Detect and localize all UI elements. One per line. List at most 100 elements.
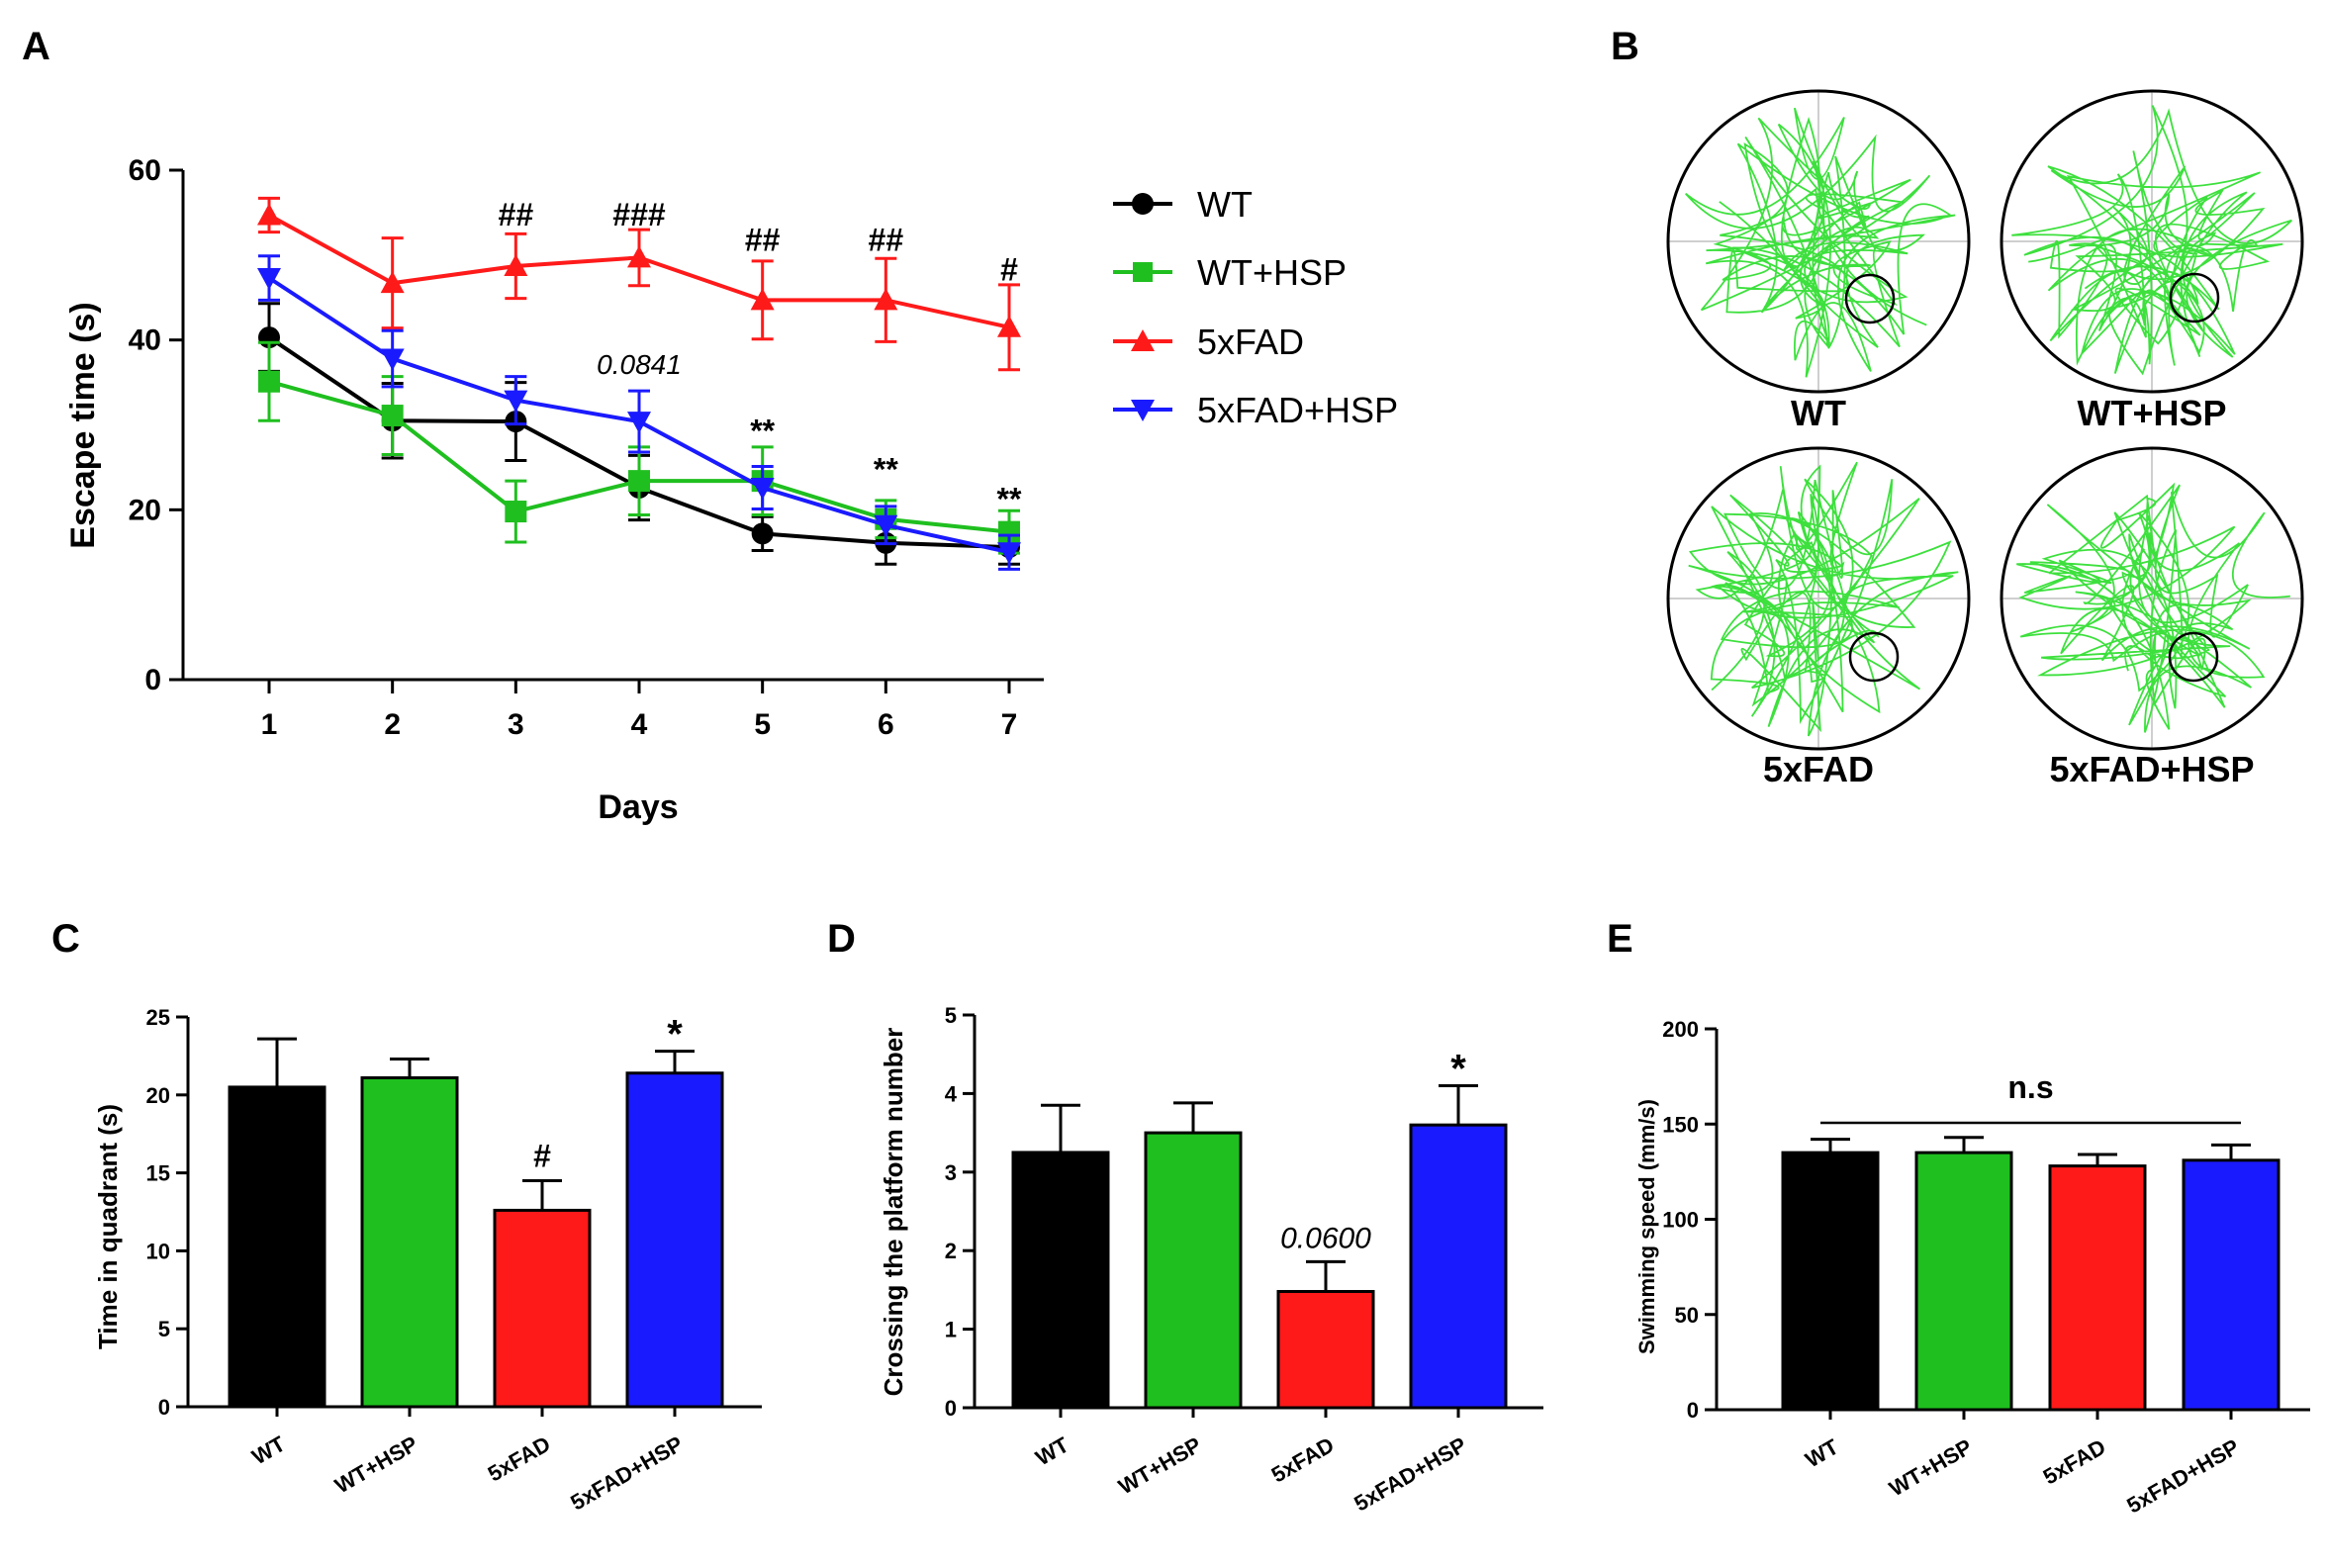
x-tick-label-5xfad-hsp: 5xFAD+HSP: [2122, 1434, 2243, 1519]
y-tick-label-c: 10: [146, 1239, 170, 1263]
y-tick-label-d: 1: [945, 1318, 957, 1342]
y-tick-label-e: 200: [1662, 1017, 1699, 1042]
x-tick-label-wt: WT: [1031, 1431, 1073, 1470]
annotation-a: **: [874, 451, 898, 487]
annotation-d: *: [1450, 1047, 1466, 1090]
annotation-a: #: [1000, 252, 1018, 288]
panel-label-c: C: [51, 917, 80, 961]
y-tick-label-a: 20: [129, 494, 161, 526]
x-tick-label-wt-hsp: WT+HSP: [330, 1431, 421, 1499]
legend-marker-5xfad: [1131, 329, 1155, 351]
bar-5xfad: [1276, 1289, 1375, 1410]
bar-wt-hsp: [360, 1075, 459, 1409]
y-tick-label-a: 60: [129, 154, 161, 187]
legend-label-wt: WT: [1197, 184, 1253, 225]
legend-label-5xfad-hsp: 5xFAD+HSP: [1197, 390, 1398, 430]
point-5xfad: [627, 245, 651, 268]
bar-chart-c: Time in quadrant (s) 0 5 10 15 20 25 WT WT+HSP 5…: [93, 1005, 762, 1516]
bar-5xfad-hsp: [625, 1071, 724, 1409]
maze-4: [2000, 446, 2304, 751]
x-tick-label-a: 4: [631, 708, 648, 741]
bar-wt: [1781, 1151, 1880, 1412]
swim-path: [1688, 461, 1959, 737]
legend-marker-wt-hsp: [1133, 262, 1153, 282]
bar-wt-hsp: [1144, 1131, 1243, 1410]
y-tick-label-e: 50: [1675, 1303, 1699, 1328]
y-tick-label-d: 3: [945, 1160, 957, 1185]
maze-3: [1666, 446, 1971, 751]
bar-5xfad-hsp: [1409, 1123, 1508, 1410]
legend-label-5xfad: 5xFAD: [1197, 322, 1304, 362]
x-tick-label-wt-hsp: WT+HSP: [1885, 1434, 1976, 1502]
panel-label-a: A: [22, 25, 50, 68]
panel-label-e: E: [1607, 917, 1633, 961]
x-tick-label-wt: WT: [247, 1430, 290, 1469]
y-tick-label-c: 25: [146, 1005, 170, 1030]
point-wt-hsp: [628, 470, 650, 493]
bar-wt: [228, 1085, 326, 1409]
x-tick-label-5xfad-hsp: 5xFAD+HSP: [566, 1431, 687, 1516]
y-tick-label-e: 100: [1662, 1208, 1699, 1233]
maze-2: [2000, 89, 2304, 394]
point-wt: [751, 522, 774, 545]
annotation-e: n.s: [2007, 1069, 2053, 1105]
point-5xfad-hsp: [380, 348, 405, 371]
x-tick-label-a: 7: [1001, 708, 1018, 741]
legend-marker-5xfad-hsp: [1131, 400, 1155, 421]
bar-wt-hsp: [1914, 1151, 2013, 1412]
bar-wt: [1011, 1151, 1110, 1410]
y-tick-label-d: 0: [945, 1396, 957, 1421]
y-axis-title-c: Time in quadrant (s): [93, 1104, 123, 1349]
x-tick-label-5xfad-hsp: 5xFAD+HSP: [1350, 1432, 1470, 1517]
series-5xfad: [257, 196, 1021, 372]
bar-chart-d: Crossing the platform number 0 1 2 3 4 5 WT WT+…: [879, 1003, 1543, 1517]
point-5xfad: [380, 271, 405, 294]
series-5xfad-hsp: [257, 254, 1021, 571]
point-5xfad-hsp: [504, 390, 528, 413]
y-axis-title-a: Escape time (s): [64, 302, 102, 548]
bar-5xfad: [493, 1208, 592, 1409]
maze-label-wt-hsp: WT+HSP: [2077, 393, 2226, 433]
y-tick-label-c: 20: [146, 1083, 170, 1108]
y-tick-label-c: 0: [158, 1395, 170, 1420]
legend-a: WT WT+HSP 5xFAD 5xFAD+HSP: [1113, 184, 1398, 430]
point-5xfad-hsp: [874, 514, 898, 537]
maze-pool: [1666, 89, 1971, 394]
x-tick-label-5xfad: 5xFAD: [1267, 1432, 1339, 1488]
annotation-a: 0.0841: [597, 349, 682, 380]
point-5xfad: [504, 253, 528, 276]
maze-pool: [2000, 89, 2304, 394]
platform-circle: [1848, 631, 1900, 683]
swim-path: [2016, 482, 2291, 733]
swim-path: [1685, 107, 1956, 378]
x-tick-label-5xfad: 5xFAD: [484, 1431, 555, 1487]
platform-circle: [2168, 631, 2219, 683]
bar-chart-e: Swimming speed (mm/s) 0 50 100 150 200 WT WT+H…: [1634, 1017, 2310, 1519]
y-tick-label-c: 15: [146, 1161, 170, 1186]
bar-5xfad: [2048, 1164, 2147, 1412]
annotation-a: **: [997, 481, 1022, 516]
point-wt-hsp: [505, 501, 527, 523]
x-axis-title-a: Days: [598, 788, 678, 826]
annotation-a: ##: [499, 197, 534, 232]
y-tick-label-d: 4: [945, 1081, 958, 1106]
annotation-a: ###: [612, 197, 666, 232]
point-5xfad: [750, 288, 775, 311]
y-tick-label-a: 40: [129, 324, 161, 357]
x-tick-label-wt: WT: [1801, 1433, 1843, 1472]
panel-label-d: D: [827, 917, 856, 961]
x-tick-label-a: 1: [261, 708, 278, 741]
x-tick-label-a: 3: [508, 708, 524, 741]
annotation-a: ##: [869, 223, 904, 258]
y-tick-label-a: 0: [144, 664, 161, 696]
swim-path: [2011, 105, 2292, 376]
x-tick-label-a: 5: [754, 708, 771, 741]
maze-label-5xfad: 5xFAD: [1763, 749, 1874, 789]
platform-circle: [2169, 272, 2220, 323]
annotation-c: #: [533, 1138, 551, 1173]
x-tick-label-a: 6: [878, 708, 894, 741]
point-5xfad: [257, 203, 281, 226]
y-tick-label-d: 5: [945, 1003, 957, 1028]
